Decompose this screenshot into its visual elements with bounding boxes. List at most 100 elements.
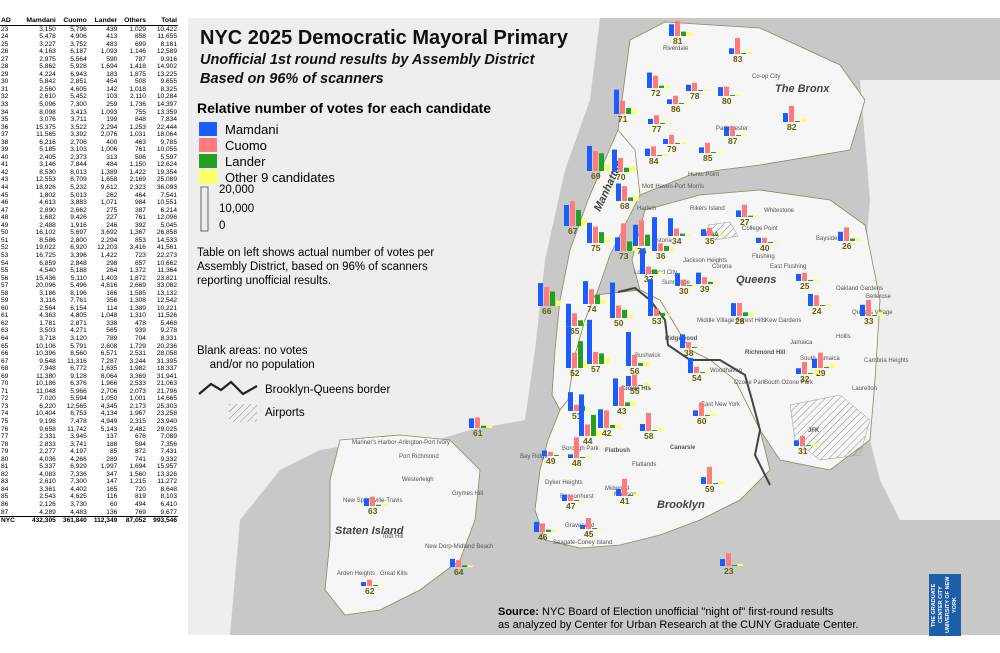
table-cell: 15,436 xyxy=(35,274,56,282)
table-cell: 5,143 xyxy=(100,425,118,433)
table-cell: 11,526 xyxy=(157,312,177,320)
bar-lander xyxy=(657,155,662,156)
table-cell: 85 xyxy=(109,448,118,456)
district-number-label: 63 xyxy=(368,506,378,516)
table-cell: 136 xyxy=(106,508,118,516)
bar-cuomo xyxy=(653,75,658,88)
table-cell: 6,943 xyxy=(70,70,87,78)
bar-cuomo xyxy=(866,299,871,316)
table-cell: 264 xyxy=(106,267,118,275)
bar-other-9-candidates xyxy=(556,300,561,306)
bar-mamdani xyxy=(724,126,729,136)
table-cell: 2,608 xyxy=(100,342,118,350)
table-row: 62 1,781 2,871 338 478 5,468 xyxy=(0,320,178,328)
legend-label: Cuomo xyxy=(225,137,267,153)
source-note: Source: NYC Board of Election unofficial… xyxy=(498,606,859,632)
bar-other-9-candidates xyxy=(631,401,636,406)
table-cell: 1,422 xyxy=(100,251,118,259)
table-cell: 7,541 xyxy=(160,191,177,199)
bar-cuomo xyxy=(702,277,707,284)
bar-other-9-candidates xyxy=(605,163,610,171)
table-cell: 12,589 xyxy=(156,48,177,56)
bar-lander xyxy=(806,445,811,446)
table-cell: 1,585 xyxy=(129,289,146,297)
district-number-label: 84 xyxy=(649,156,659,166)
table-header-cell: Total xyxy=(146,17,178,26)
bar-other-9-candidates xyxy=(717,151,722,153)
table-cell: 4,289 xyxy=(39,508,56,516)
table-cell: 3,741 xyxy=(70,440,87,448)
bar-lander xyxy=(748,215,753,217)
bar-lander xyxy=(462,565,467,567)
district-number-label: 30 xyxy=(679,286,689,296)
place-label: Richmond Hill xyxy=(745,350,786,356)
bar-other-9-candidates xyxy=(584,322,589,326)
district-number-label: 85 xyxy=(703,153,713,163)
table-row: 76 9,658 11,742 5,143 2,482 29,025 xyxy=(0,426,178,434)
table-cell: 60 xyxy=(1,304,9,312)
table-row: 49 2,488 1,916 246 392 5,045 xyxy=(0,222,178,230)
table-cell: 26 xyxy=(1,48,9,56)
table-cell: 33 xyxy=(1,101,9,109)
table-cell: 2,110 xyxy=(129,93,146,101)
bar-lander xyxy=(730,95,735,96)
table-row: 77 2,331 3,945 137 676 7,089 xyxy=(0,433,178,441)
table-cell: 8,586 xyxy=(39,236,56,244)
bar-other-9-candidates xyxy=(714,282,719,284)
place-label: Crown Hts xyxy=(621,386,652,392)
table-cell: 2,662 xyxy=(70,206,87,214)
table-cell: 12,096 xyxy=(156,214,177,222)
district-bars-ad-37: 37 xyxy=(640,248,663,284)
table-cell: 1,146 xyxy=(129,48,146,56)
table-total-cell: 993,546 xyxy=(146,516,178,525)
district-bars-ad-57: 57 xyxy=(587,319,610,374)
source-line-1: NYC Board of Election unofficial "night … xyxy=(542,606,834,618)
place-label: Borough Park xyxy=(562,446,600,452)
table-cell: 10,186 xyxy=(35,380,56,388)
bar-lander xyxy=(652,430,657,431)
table-cell: 48 xyxy=(1,214,9,222)
table-cell: 347 xyxy=(106,470,118,478)
table-cell: 387 xyxy=(134,206,146,214)
table-cell: 1,006 xyxy=(100,146,118,154)
bar-other-9-candidates xyxy=(616,424,621,428)
table-row: 73 6,220 12,565 4,345 2,173 25,303 xyxy=(0,403,178,411)
bar-cuomo xyxy=(674,228,679,236)
table-cell: 392 xyxy=(134,221,146,229)
table-cell: 79 xyxy=(1,448,9,456)
table-cell: 3,369 xyxy=(129,372,146,380)
bar-lander xyxy=(659,85,664,88)
table-cell: 1,418 xyxy=(129,63,146,71)
table-cell: 5,791 xyxy=(70,342,87,350)
table-row: 28 5,862 5,928 1,694 1,418 14,902 xyxy=(0,63,178,71)
table-cell: 13,225 xyxy=(156,70,177,78)
table-cell: 12,203 xyxy=(97,244,118,252)
district-number-label: 51 xyxy=(572,411,582,421)
table-cell: 657 xyxy=(134,259,146,267)
bar-cuomo xyxy=(620,100,625,114)
bar-mamdani xyxy=(640,248,645,274)
table-cell: 3,522 xyxy=(70,123,87,131)
place-label: East New York xyxy=(701,402,741,408)
district-number-label: 77 xyxy=(652,124,662,134)
table-cell: 11,272 xyxy=(157,478,177,486)
bar-other-9-candidates xyxy=(644,361,649,366)
table-cell: 31 xyxy=(1,85,9,93)
bar-lander xyxy=(680,233,685,236)
bar-other-9-candidates xyxy=(663,154,668,156)
table-cell: 2,848 xyxy=(70,259,87,267)
table-cell: 723 xyxy=(134,251,146,259)
district-bars-ad-52: 52 xyxy=(566,326,589,378)
bar-cuomo xyxy=(669,134,674,144)
place-label: Whitestone xyxy=(764,208,795,214)
district-number-label: 70 xyxy=(616,172,626,182)
bar-other-9-candidates xyxy=(601,299,606,304)
district-number-label: 39 xyxy=(700,284,710,294)
table-cell: 1,694 xyxy=(129,463,146,471)
legend-label: Lander xyxy=(225,153,266,169)
table-cell: 73 xyxy=(1,402,9,410)
table-cell: 761 xyxy=(134,146,146,154)
bar-mamdani xyxy=(364,498,369,506)
table-cell: 1,150 xyxy=(129,161,146,169)
table-cell: 704 xyxy=(134,334,146,342)
